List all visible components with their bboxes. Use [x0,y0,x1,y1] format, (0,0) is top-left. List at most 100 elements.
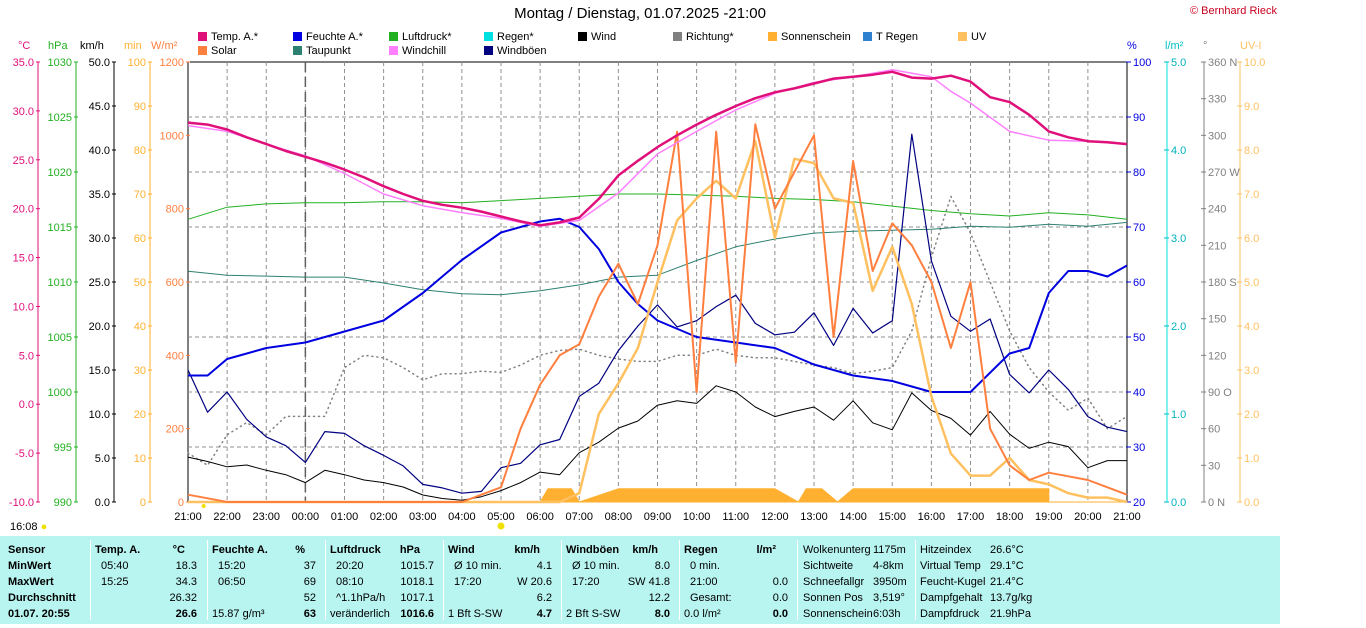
x-tick-label: 06:00 [526,511,554,523]
y-tick-label-direction: 0 N [1208,497,1225,509]
panel-divider [325,540,326,620]
y-tick-label-temp: 15.0 [13,253,34,265]
stat-cell: 37 [303,560,316,572]
legend-label: Luftdruck* [402,31,452,43]
y-tick-label-wind: 45.0 [89,101,110,113]
y-tick-label-pressure: 1030 [48,57,72,69]
y-tick-label-wind: 50.0 [89,57,110,69]
stat-cell: 17:20 [454,576,482,588]
x-tick-label: 19:00 [1035,511,1063,523]
stat-cell: Feucht-Kugel [920,576,986,588]
legend-item: T Regen [863,31,918,43]
stat-cell: 2 Bft S-SW [566,608,621,620]
y-tick-label-wind: 40.0 [89,145,110,157]
legend-swatch [768,32,777,41]
y-tick-label-sunmin: 90 [134,101,146,113]
stat-cell: 26.6°C [990,544,1024,556]
y-tick-label-sunmin: 0 [140,497,146,509]
series-line-gust [187,133,1128,494]
y-tick-label-humidity: 20 [1133,497,1145,509]
y-tick-label-sunmin: 50 [134,277,146,289]
stat-cell: 3950m [873,576,907,588]
copyright: © Bernhard Rieck [1190,5,1277,17]
x-tick-label: 02:00 [370,511,398,523]
legend-label: T Regen [876,31,918,43]
stat-cell: 0 min. [690,560,720,572]
y-tick-label-temp: 5.0 [19,350,34,362]
y-tick-label-uvi: 5.0 [1244,277,1259,289]
legend-label: Richtung* [686,31,734,43]
stat-cell: Regen [684,544,718,556]
legend-swatch [578,32,587,41]
x-tick-label: 00:00 [292,511,320,523]
stat-cell: 26.32 [169,592,197,604]
y-tick-label-wind: 35.0 [89,189,110,201]
legend-item: Temp. A.* [198,31,258,43]
x-tick-label: 01:00 [331,511,359,523]
y-tick-label-wind: 15.0 [89,365,110,377]
stat-cell: 3,519° [873,592,905,604]
legend-label: Sonnenschein [781,31,851,43]
legend-item: Taupunkt [293,45,351,57]
chart-title: Montag / Dienstag, 01.07.2025 -21:00 [514,5,766,22]
legend-label: Temp. A.* [211,31,259,43]
series-line-solar [187,123,1128,503]
stat-cell: 4.7 [536,608,552,620]
y-tick-label-pressure: 995 [54,442,72,454]
y-tick-label-sunmin: 80 [134,145,146,157]
y-tick-label-uvi: 10.0 [1244,57,1265,69]
y-tick-label-direction: 30 [1208,460,1220,472]
stat-cell: 0.0 [772,576,788,588]
y-tick-label-solar: 800 [166,204,184,216]
stat-cell: 0.0 [772,592,788,604]
stat-cell: 15:25 [101,576,129,588]
sunset-marker [201,504,206,508]
x-tick-label: 12:00 [761,511,789,523]
stat-cell: Sonnen Pos [803,592,863,604]
legend-item: Luftdruck* [389,31,452,43]
y-tick-label-sunmin: 20 [134,409,146,421]
stat-cell: 26.6 [175,608,197,620]
axis-header-lm2: l/m² [1165,40,1184,52]
stat-cell: 8.0 [654,560,670,572]
y-tick-label-sunmin: 100 [128,57,146,69]
x-tick-label: 14:00 [839,511,867,523]
y-tick-label-direction: 240 [1208,204,1226,216]
panel-divider [797,540,798,620]
stat-cell: MinWert [8,560,52,572]
legend-swatch [198,32,207,41]
legend-label: Regen* [497,31,534,43]
stat-cell: MaxWert [8,576,54,588]
y-tick-label-temp: 25.0 [13,155,34,167]
y-tick-label-humidity: 60 [1133,277,1145,289]
stat-cell: Wolkenunterg [803,544,871,556]
legend-swatch [198,46,207,55]
y-tick-label-temp: 35.0 [13,57,34,69]
stat-cell: 63 [303,608,316,620]
stats-panel: Sensor MinWert MaxWert Durchschnitt 01.07. 2… [0,536,1280,624]
x-tick-label: 18:00 [996,511,1024,523]
y-tick-label-rain: 4.0 [1171,145,1186,157]
stat-cell: 20:20 [336,560,364,572]
stat-cell: 1015.7 [400,560,434,572]
y-tick-label-uvi: 7.0 [1244,189,1259,201]
stat-cell: Dampfdruck [920,608,980,620]
legend-swatch [293,32,302,41]
x-tick-label: 21:00 [174,511,202,523]
stat-cell: 08:10 [336,576,364,588]
legend-label: Feuchte A.* [306,31,363,43]
y-tick-label-uvi: 4.0 [1244,321,1259,333]
y-tick-label-solar: 1000 [160,130,184,142]
legend-label: Windböen [497,45,547,57]
legend-swatch [293,46,302,55]
y-tick-label-sunmin: 40 [134,321,146,333]
stat-cell: 6.2 [536,592,552,604]
legend-item: Wind [578,31,616,43]
y-tick-label-temp: 0.0 [19,399,34,411]
x-tick-label: 08:00 [605,511,633,523]
y-tick-label-wind: 20.0 [89,321,110,333]
series-line-sunshine [188,488,1128,503]
y-tick-label-humidity: 50 [1133,332,1145,344]
series-line-dewpoint [187,221,1128,296]
panel-divider [561,540,562,620]
